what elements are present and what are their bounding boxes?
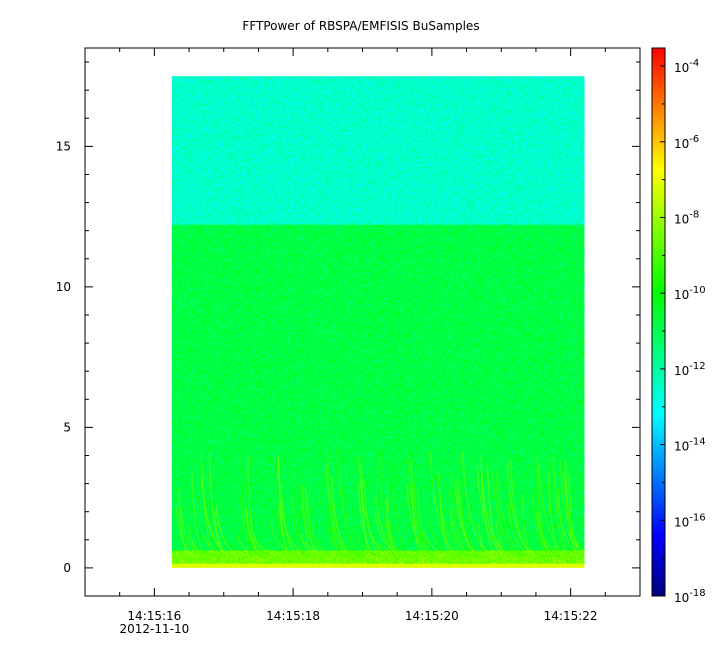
x-tick-label: 14:15:20: [405, 609, 459, 623]
colorbar-tick-label: 10-18: [674, 588, 706, 605]
colorbar-tick-label: 10-4: [674, 58, 699, 75]
y-tick-label: 5: [63, 420, 71, 434]
colorbar-tick-label: 10-16: [674, 512, 706, 529]
colorbar-tick-label: 10-10: [674, 285, 706, 302]
y-tick-label: 15: [56, 139, 71, 153]
x-tick-label: 14:15:18: [266, 609, 320, 623]
x-tick-label: 14:15:16: [127, 609, 181, 623]
colorbar-tick-label: 10-6: [674, 134, 699, 151]
spectrogram-heatmap: [171, 76, 585, 568]
colorbar-ticks: 10-4 10-6 10-8 10-10 10-12 10-14 10-16 10-18: [660, 58, 706, 605]
x-tick-date-label: 2012-11-10: [120, 622, 190, 636]
y-tick-label: 0: [63, 561, 71, 575]
colorbar-tick-label: 10-14: [674, 437, 706, 454]
colorbar-tick-label: 10-8: [674, 209, 699, 226]
x-tick-label: 14:15:22: [544, 609, 598, 623]
y-tick-label: 10: [56, 280, 71, 294]
colorbar: [651, 47, 666, 597]
colorbar-tick-label: 10-12: [674, 361, 706, 378]
chart-title: FFTPower of RBSPA/EMFISIS BuSamples: [242, 19, 479, 33]
